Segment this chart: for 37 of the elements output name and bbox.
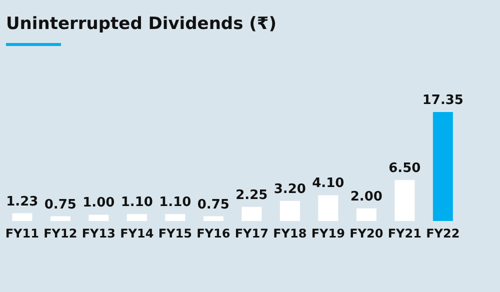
bar xyxy=(12,213,32,221)
data-label: 1.10 xyxy=(159,195,192,210)
x-tick-label: FY22 xyxy=(426,226,460,241)
x-tick-label: FY14 xyxy=(120,226,154,241)
data-label: 3.20 xyxy=(274,182,306,197)
bar xyxy=(126,214,147,221)
x-tick-label: FY21 xyxy=(388,226,422,241)
data-label: 4.10 xyxy=(312,176,344,192)
data-label: 0.75 xyxy=(44,197,76,212)
bar xyxy=(165,214,186,221)
bar xyxy=(432,112,453,221)
data-label: 6.50 xyxy=(388,161,421,176)
x-tick-label: FY20 xyxy=(350,226,384,241)
bar xyxy=(318,195,338,221)
x-tick-label: FY11 xyxy=(5,226,39,241)
bar xyxy=(356,208,376,221)
chart-title: Uninterrupted Dividends (₹) xyxy=(6,14,276,34)
x-tick-label: FY15 xyxy=(158,226,192,241)
x-tick-label: FY13 xyxy=(82,226,116,241)
x-tick-label: FY18 xyxy=(273,226,307,241)
data-label: 1.23 xyxy=(6,194,38,210)
bar xyxy=(280,200,300,221)
data-label: 0.75 xyxy=(197,197,230,212)
x-tick-label: FY19 xyxy=(311,226,345,241)
data-label: 2.00 xyxy=(350,189,382,204)
data-label: 1.10 xyxy=(120,195,153,210)
bar xyxy=(242,206,262,221)
data-label: 17.35 xyxy=(422,93,464,108)
bar xyxy=(50,216,70,221)
x-tick-label: FY17 xyxy=(234,226,268,241)
bar xyxy=(394,180,415,221)
x-tick-label: FY16 xyxy=(196,226,230,241)
bar xyxy=(203,216,224,221)
bar xyxy=(88,214,109,221)
x-tick-label: FY12 xyxy=(44,226,78,241)
data-label: 2.25 xyxy=(236,188,268,203)
data-label: 1.00 xyxy=(82,196,115,211)
